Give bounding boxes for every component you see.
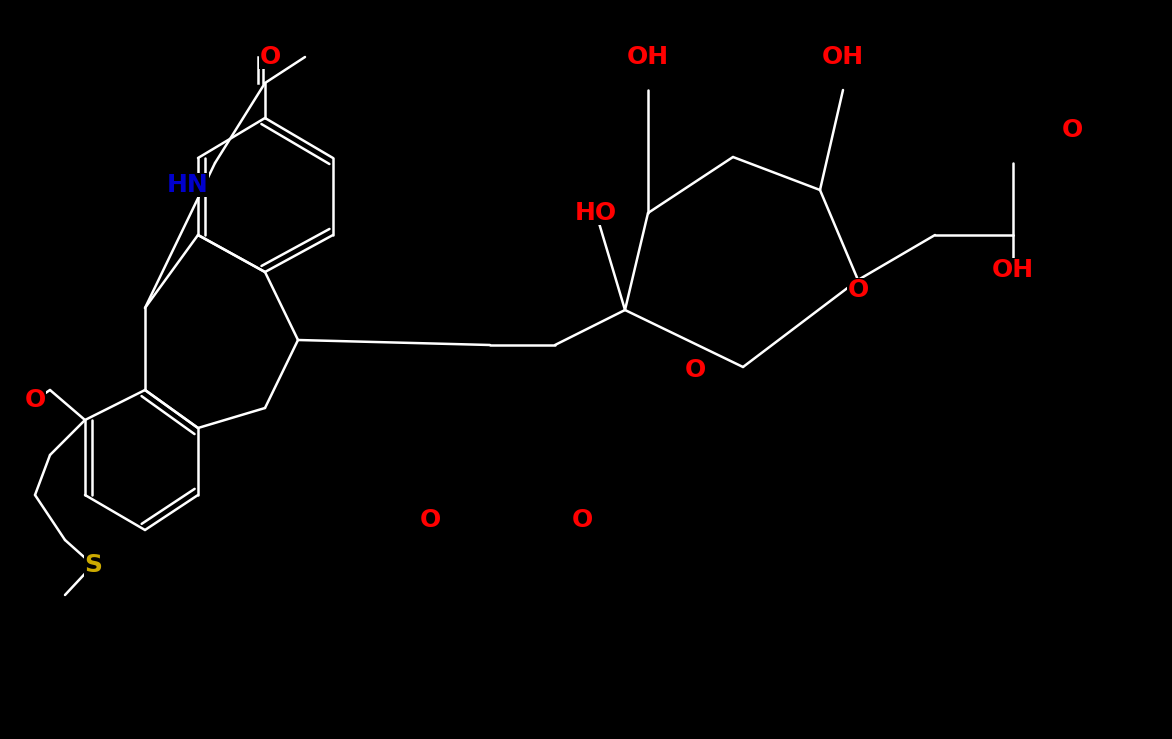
Text: O: O [684, 358, 706, 382]
Text: S: S [84, 553, 102, 577]
Text: HN: HN [168, 173, 209, 197]
Text: O: O [420, 508, 441, 532]
Text: OH: OH [992, 258, 1034, 282]
Text: O: O [847, 278, 868, 302]
Text: O: O [572, 508, 593, 532]
Text: O: O [1062, 118, 1083, 142]
Text: OH: OH [822, 45, 864, 69]
Text: OH: OH [627, 45, 669, 69]
Text: O: O [25, 388, 46, 412]
Text: HO: HO [575, 201, 618, 225]
Text: O: O [259, 45, 280, 69]
